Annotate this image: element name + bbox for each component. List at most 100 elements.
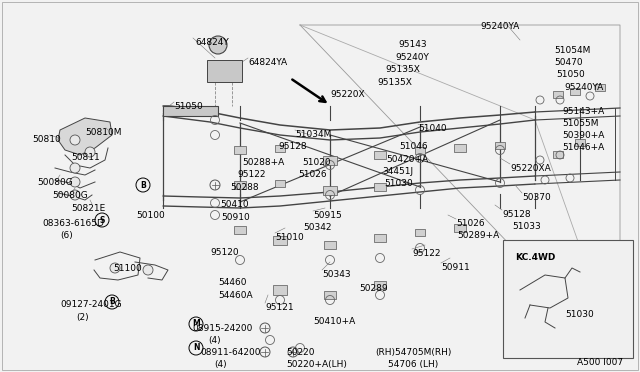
Text: 95220XA: 95220XA (510, 164, 551, 173)
Text: 50910: 50910 (221, 213, 250, 222)
Bar (207, 60, 242, 82)
Bar (595, 84, 605, 91)
Bar (324, 291, 336, 299)
Text: (4): (4) (208, 336, 221, 345)
Circle shape (209, 36, 227, 54)
Text: 50080G: 50080G (37, 178, 73, 187)
Text: 50220+A(LH): 50220+A(LH) (286, 360, 347, 369)
Text: 51050: 51050 (556, 70, 585, 79)
Text: 95240YA: 95240YA (564, 83, 604, 92)
Text: 50410: 50410 (220, 200, 248, 209)
Text: 08363-6165D: 08363-6165D (42, 219, 104, 228)
Bar (454, 224, 466, 232)
Text: 95120: 95120 (210, 248, 239, 257)
Bar (454, 144, 466, 152)
Bar (323, 156, 337, 165)
Text: 50220: 50220 (286, 348, 314, 357)
Text: 95135X: 95135X (377, 78, 412, 87)
Text: 54460A: 54460A (218, 291, 253, 300)
Bar (374, 234, 386, 242)
Text: 50100: 50100 (136, 211, 164, 220)
Polygon shape (58, 118, 112, 155)
Text: 51030: 51030 (565, 310, 594, 319)
Text: 95128: 95128 (278, 142, 307, 151)
Text: 95121: 95121 (265, 303, 294, 312)
Text: (2): (2) (76, 313, 88, 322)
Text: 95143: 95143 (398, 40, 427, 49)
Circle shape (143, 265, 153, 275)
Bar (273, 285, 287, 295)
Text: A500 I007: A500 I007 (577, 358, 623, 367)
Circle shape (110, 263, 120, 273)
Text: S: S (99, 215, 105, 224)
Text: 54706 (LH): 54706 (LH) (388, 360, 438, 369)
Text: 64824YA: 64824YA (248, 58, 287, 67)
Text: 09127-2401G: 09127-2401G (60, 300, 122, 309)
Text: 64824Y: 64824Y (195, 38, 228, 47)
Text: 51055M: 51055M (562, 119, 598, 128)
Text: 95135X: 95135X (385, 65, 420, 74)
Text: 51026: 51026 (456, 219, 484, 228)
Text: 50370: 50370 (522, 193, 551, 202)
Text: 51054M: 51054M (554, 46, 590, 55)
Text: 51026: 51026 (298, 170, 326, 179)
Bar (495, 142, 505, 149)
Text: B: B (140, 180, 146, 189)
Text: 51034M: 51034M (295, 130, 332, 139)
Bar (234, 181, 246, 189)
Bar (275, 180, 285, 187)
Text: 50821E: 50821E (71, 204, 105, 213)
Bar (374, 281, 386, 289)
Text: 50470: 50470 (554, 58, 582, 67)
Text: KC.4WD: KC.4WD (515, 253, 556, 262)
Text: 51010: 51010 (275, 233, 304, 242)
Text: N: N (193, 343, 199, 353)
Circle shape (85, 147, 95, 157)
Text: 51046: 51046 (399, 142, 428, 151)
Text: 50410+A: 50410+A (313, 317, 355, 326)
Text: 50342: 50342 (303, 223, 332, 232)
Text: 51040: 51040 (418, 124, 447, 133)
Text: 54460: 54460 (218, 278, 246, 287)
Text: 34451J: 34451J (382, 167, 413, 176)
Text: 50390+A: 50390+A (562, 131, 604, 140)
Text: 50810: 50810 (32, 135, 61, 144)
Bar (553, 151, 563, 158)
Text: 51020: 51020 (302, 158, 331, 167)
Circle shape (70, 163, 80, 173)
Text: 95143+A: 95143+A (562, 107, 604, 116)
Text: 50343: 50343 (322, 270, 351, 279)
Text: 95240YA: 95240YA (480, 22, 519, 31)
Text: (4): (4) (214, 360, 227, 369)
Bar (503, 240, 633, 358)
Bar (234, 146, 246, 154)
Text: 08911-64200: 08911-64200 (200, 348, 260, 357)
Bar (324, 241, 336, 249)
Text: 95122: 95122 (237, 170, 266, 179)
Text: 50810M: 50810M (85, 128, 122, 137)
Text: 95240Y: 95240Y (395, 53, 429, 62)
Bar (575, 139, 585, 146)
Bar (553, 91, 563, 98)
Bar (374, 151, 386, 159)
Text: 08915-24200: 08915-24200 (192, 324, 252, 333)
Text: 51050: 51050 (174, 102, 203, 111)
Text: 51033: 51033 (512, 222, 541, 231)
Bar (415, 147, 425, 154)
Bar (234, 226, 246, 234)
Circle shape (70, 135, 80, 145)
Text: 50288+A: 50288+A (242, 158, 284, 167)
Text: 50911: 50911 (441, 263, 470, 272)
Text: 50811: 50811 (71, 153, 100, 162)
Text: 50289+A: 50289+A (457, 231, 499, 240)
Text: 50288: 50288 (230, 183, 259, 192)
Text: B: B (109, 298, 115, 307)
Bar (273, 236, 287, 245)
Text: 95128: 95128 (502, 210, 531, 219)
Text: 51030: 51030 (384, 179, 413, 188)
Text: M: M (192, 320, 200, 328)
Text: 95122: 95122 (412, 249, 440, 258)
Text: (6): (6) (60, 231, 73, 240)
Bar (570, 88, 580, 95)
Text: 50420+A: 50420+A (386, 155, 428, 164)
